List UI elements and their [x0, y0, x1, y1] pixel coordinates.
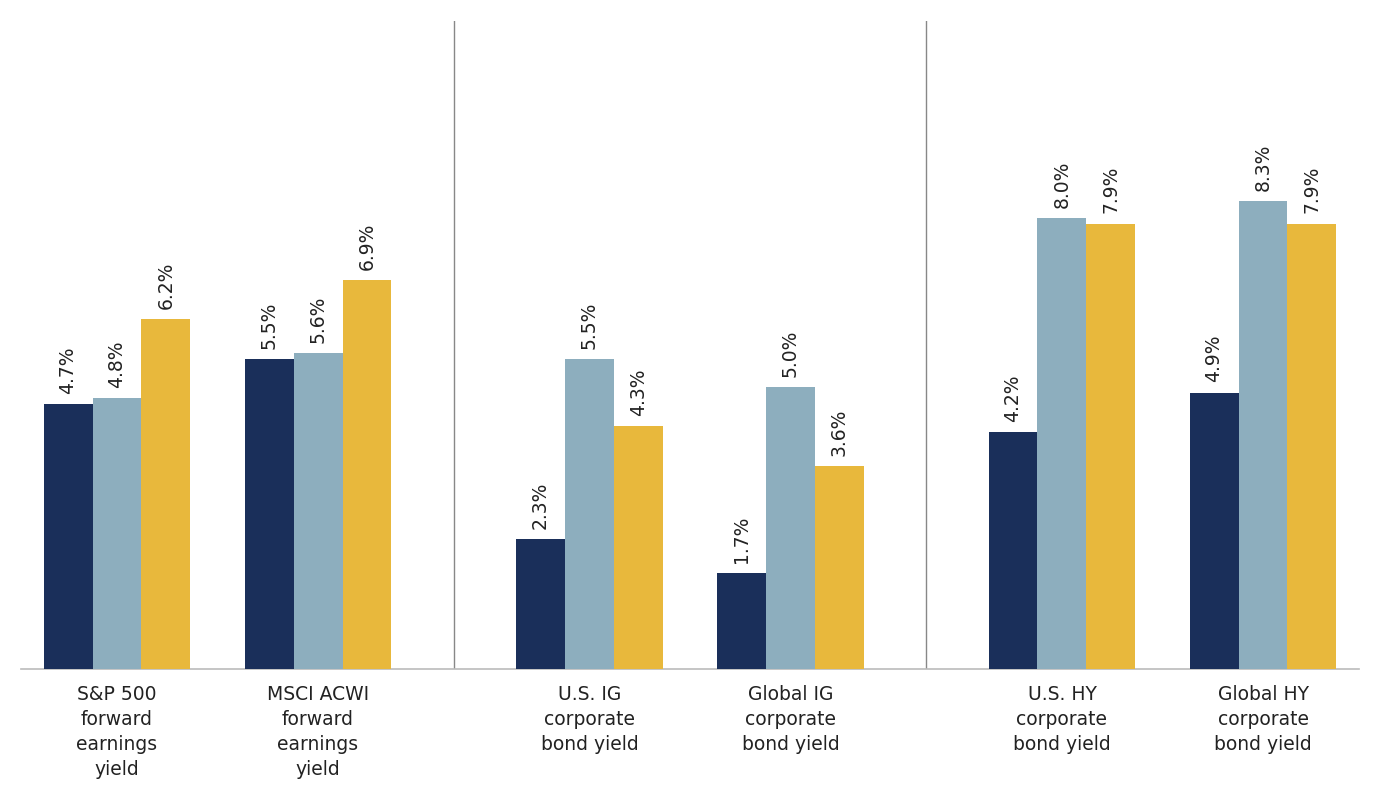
Text: 5.5%: 5.5% [259, 302, 279, 349]
Text: 7.9%: 7.9% [1303, 166, 1322, 214]
Bar [44, 404, 92, 669]
Text: 8.0%: 8.0% [1053, 161, 1071, 208]
Bar [1190, 393, 1238, 669]
Text: 4.3%: 4.3% [629, 369, 649, 416]
Bar [564, 358, 614, 669]
Bar [1038, 218, 1086, 669]
Text: 4.7%: 4.7% [58, 346, 77, 394]
Text: 3.6%: 3.6% [829, 408, 849, 456]
Text: 4.2%: 4.2% [1003, 374, 1023, 422]
Bar [244, 358, 294, 669]
Bar [614, 426, 662, 669]
Bar [1238, 201, 1288, 669]
Bar [92, 398, 142, 669]
Bar [142, 319, 190, 669]
Bar [816, 466, 864, 669]
Bar [294, 353, 342, 669]
Text: 6.9%: 6.9% [357, 222, 377, 270]
Bar [988, 432, 1038, 669]
Text: 5.6%: 5.6% [309, 296, 327, 343]
Text: 1.7%: 1.7% [731, 515, 751, 562]
Text: 4.8%: 4.8% [108, 341, 127, 388]
Text: 5.0%: 5.0% [781, 330, 800, 377]
Text: 5.5%: 5.5% [580, 302, 599, 349]
Bar [718, 573, 766, 669]
Text: 6.2%: 6.2% [156, 262, 175, 309]
Bar [516, 539, 564, 669]
Text: 8.3%: 8.3% [1253, 143, 1272, 191]
Text: 4.9%: 4.9% [1205, 335, 1224, 382]
Bar [1086, 223, 1136, 669]
Text: 2.3%: 2.3% [531, 482, 551, 529]
Bar [1288, 223, 1336, 669]
Bar [766, 387, 816, 669]
Bar [342, 280, 392, 669]
Text: 7.9%: 7.9% [1101, 166, 1121, 214]
